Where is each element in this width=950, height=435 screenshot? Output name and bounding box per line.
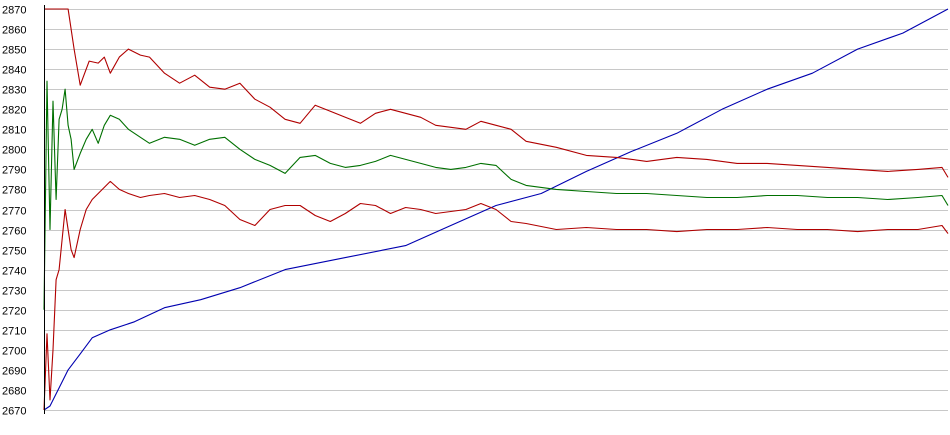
series-line-3 [43,80,949,310]
y-tick-label: 2830 [2,85,26,97]
y-tick-label: 2760 [2,226,26,238]
y-tick-label: 2740 [2,266,26,278]
y-tick-label: 2870 [2,5,26,17]
y-tick-label: 2700 [2,346,26,358]
y-tick-label: 2840 [2,65,26,77]
y-tick-label: 2860 [2,25,26,37]
y-tick-label: 2780 [2,185,26,197]
series-line-2 [44,8,949,178]
y-tick-label: 2770 [2,206,26,218]
series-line-4 [43,180,949,411]
y-tick-label: 2670 [2,406,26,418]
y-tick-label: 2850 [2,45,26,57]
y-tick-label: 2810 [2,125,26,137]
series-line-1 [43,8,949,411]
grid-lines [44,9,948,411]
y-tick-label: 2750 [2,246,26,258]
y-tick-label: 2680 [2,386,26,398]
y-tick-label: 2710 [2,326,26,338]
y-axis-tick-labels: 2670 2680 2690 2700 2710 2720 2730 2740 2750 2760… [2,5,26,418]
y-tick-label: 2800 [2,145,26,157]
y-tick-label: 2690 [2,366,26,378]
y-tick-label: 2720 [2,306,26,318]
series-lines [43,8,949,411]
y-tick-label: 2730 [2,286,26,298]
y-tick-label: 2790 [2,165,26,177]
y-tick-label: 2820 [2,105,26,117]
